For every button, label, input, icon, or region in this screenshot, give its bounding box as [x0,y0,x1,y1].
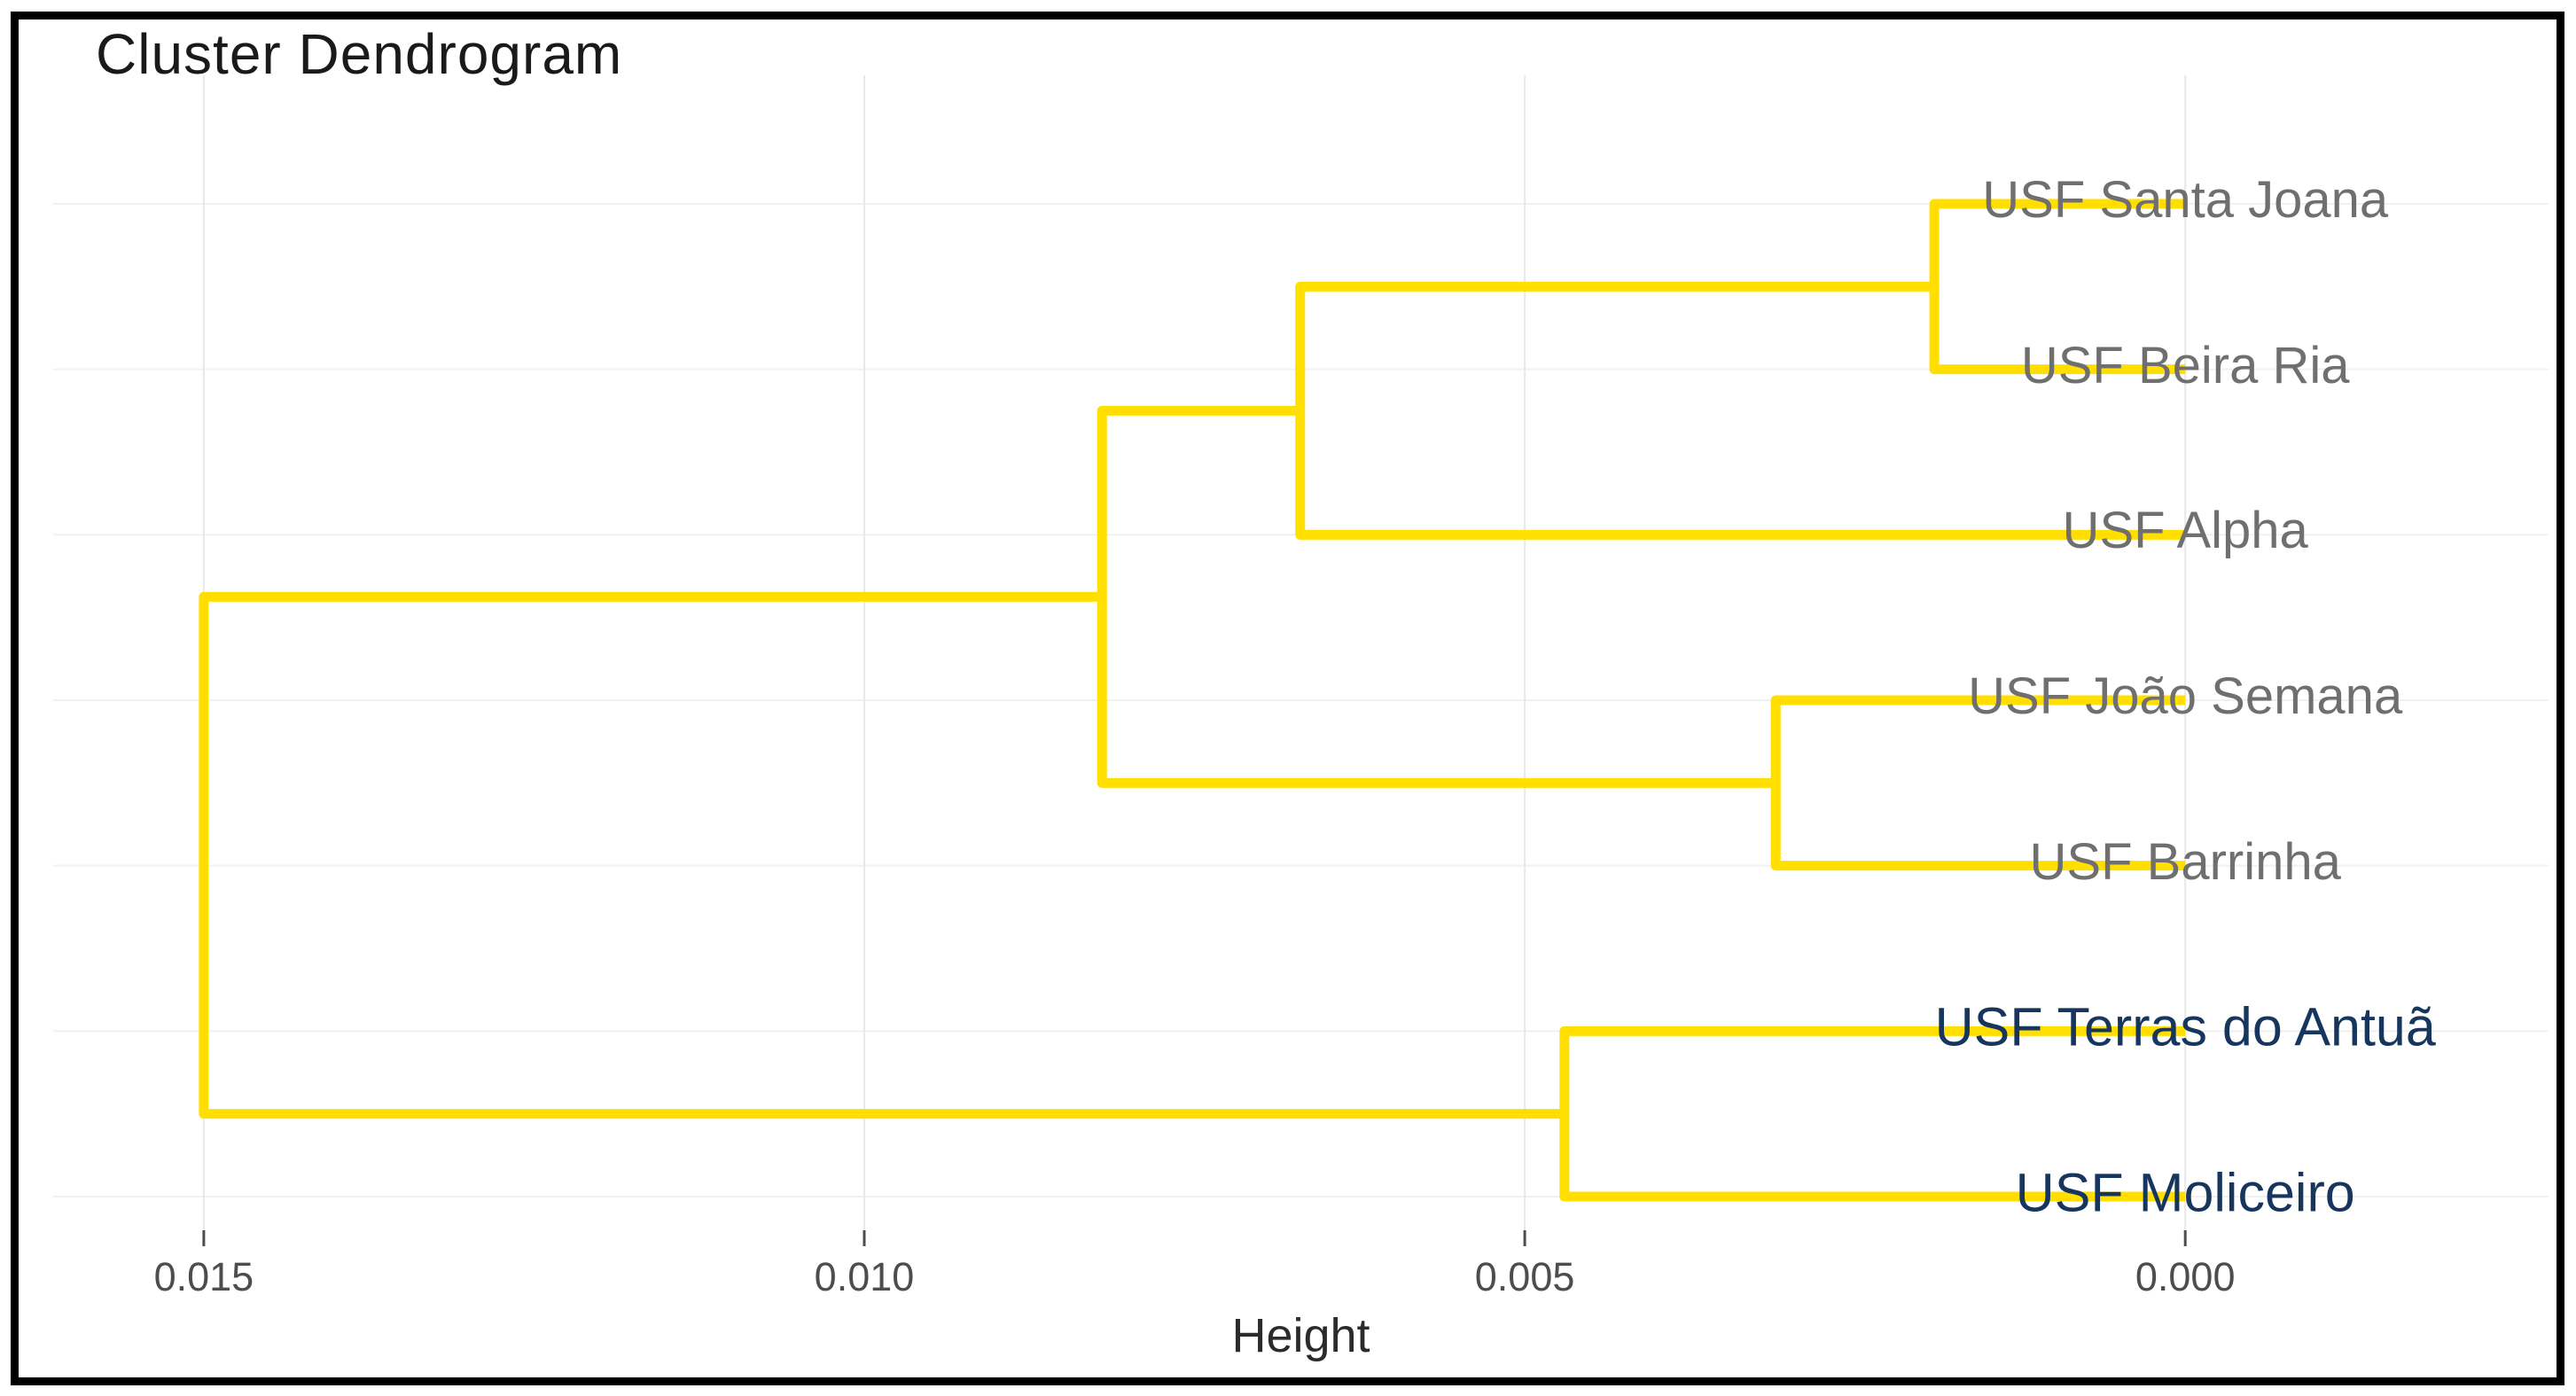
dendrogram-branch [1559,1026,2186,1202]
dendrogram-branch [1097,405,1776,788]
dendrogram-branch [1295,281,2186,540]
x-tick-label: 0.005 [1474,1254,1575,1299]
leaf-label: USF João Semana [1968,667,2403,725]
dendrogram-branch [199,591,1565,1119]
leaf-label: USF Moliceiro [2015,1162,2355,1223]
leaf-label: USF Terras do Antuã [1934,996,2436,1057]
chart-title: Cluster Dendrogram [96,22,623,86]
leaf-label: USF Alpha [2062,502,2308,560]
x-axis-title: Height [1231,1309,1370,1362]
x-tick-label: 0.010 [814,1254,915,1299]
x-tick-label: 0.000 [2135,1254,2236,1299]
x-tick-label: 0.015 [153,1254,254,1299]
leaf-label: USF Barrinha [2029,832,2341,891]
leaf-label: USF Beira Ria [2020,336,2350,394]
dendrogram-branch [1770,695,2186,871]
leaf-label: USF Santa Joana [1982,171,2389,229]
